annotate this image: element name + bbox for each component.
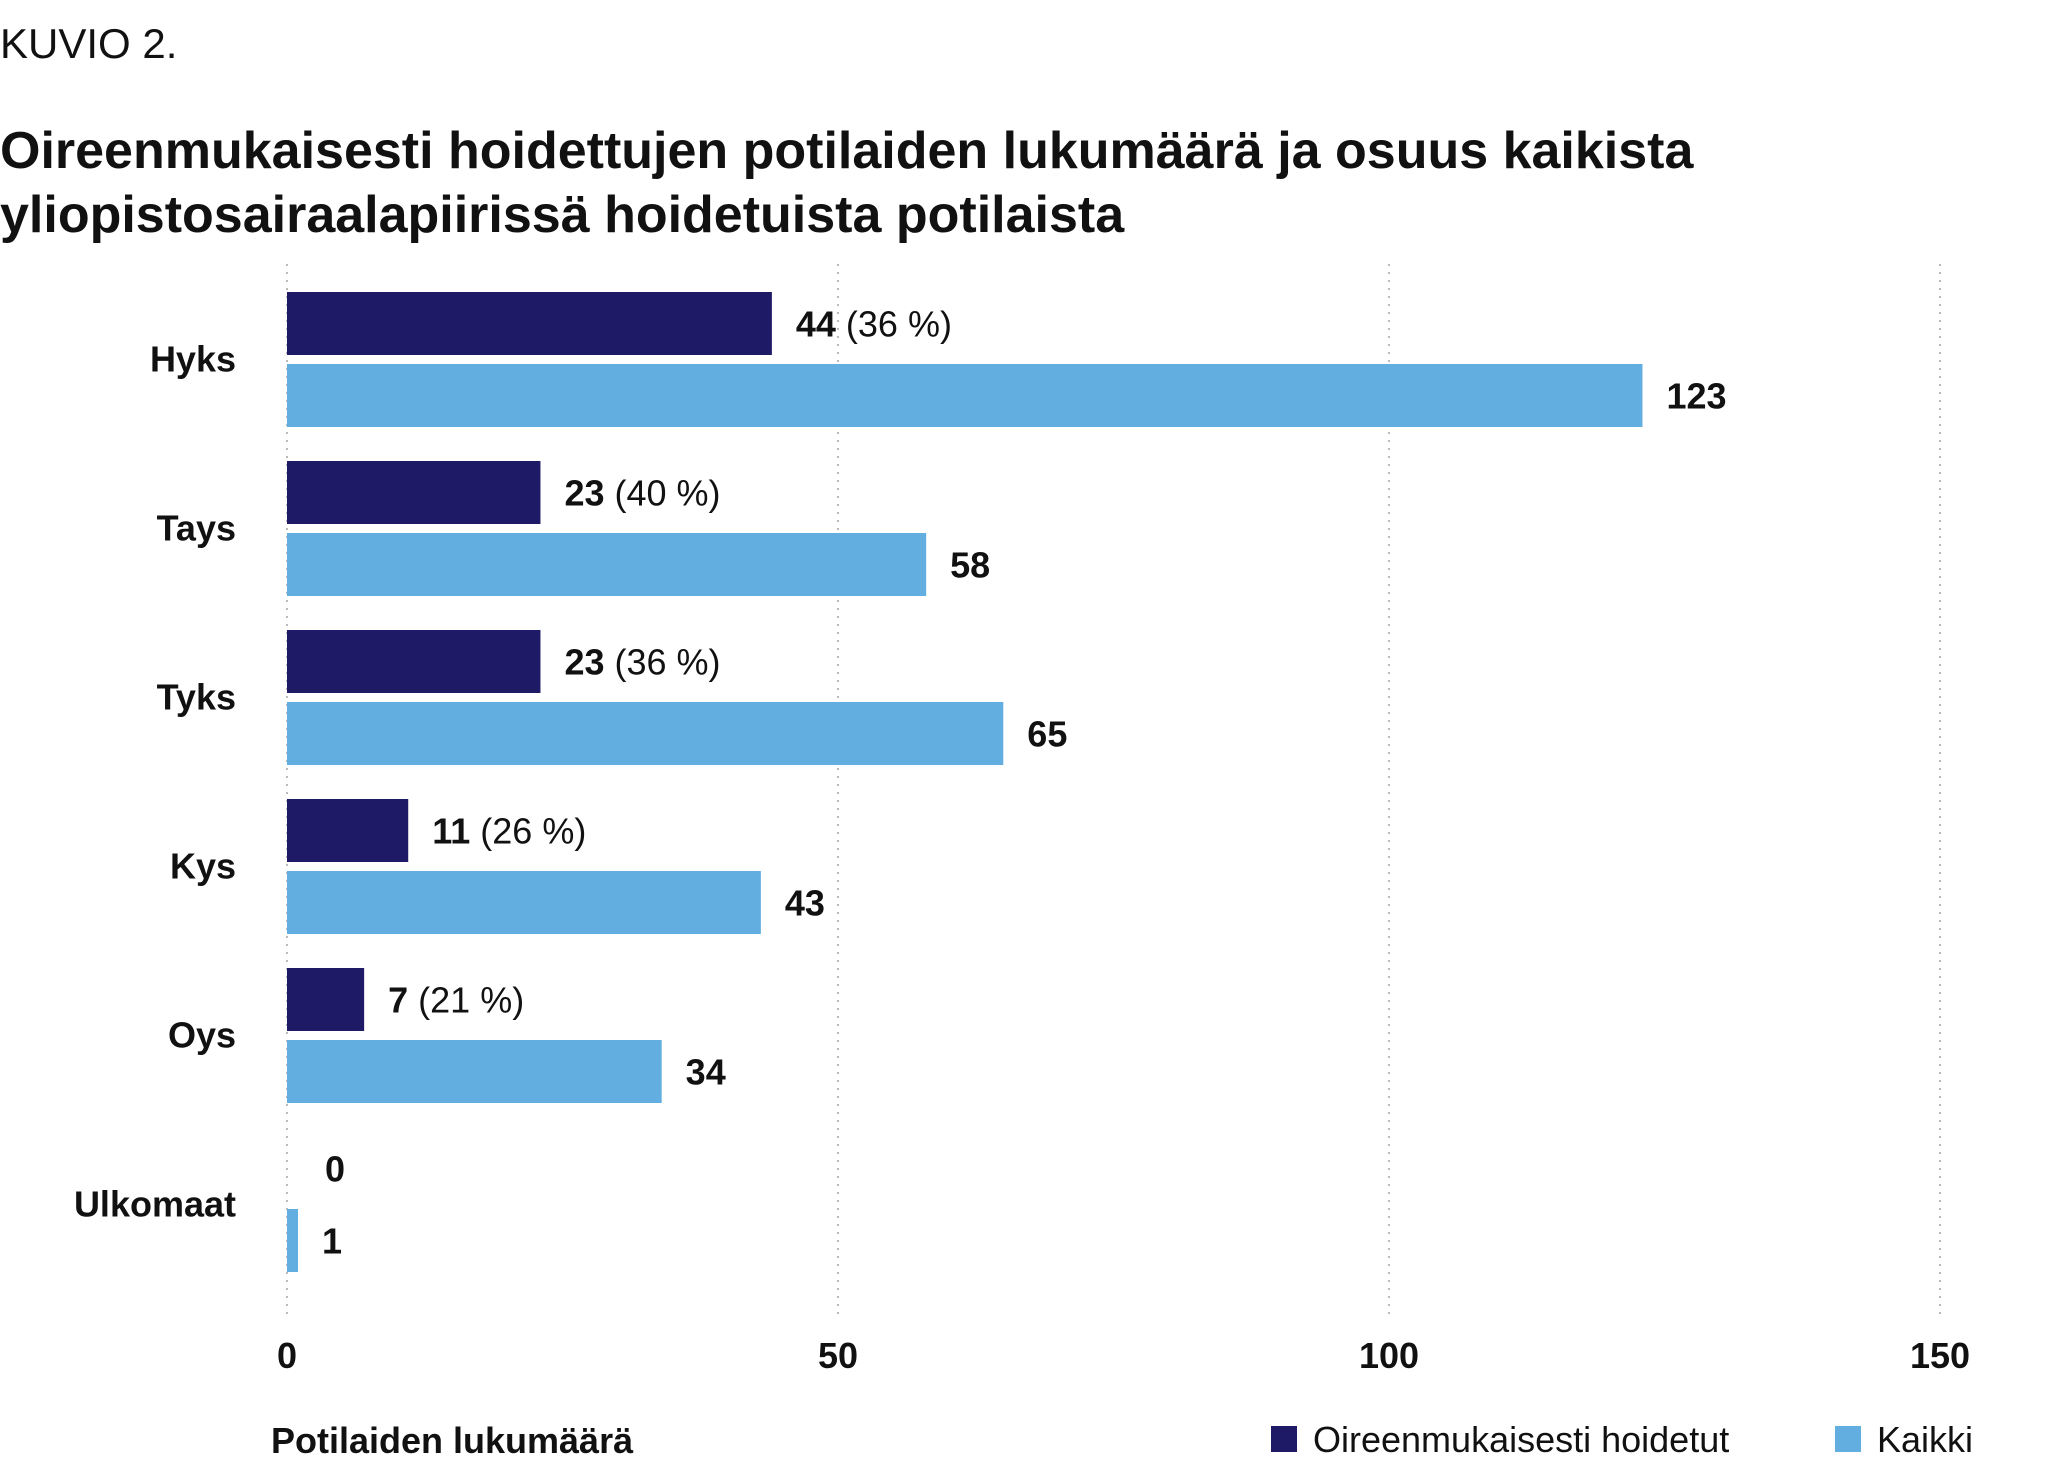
x-tick-label: 100 — [1359, 1335, 1419, 1376]
legend: Oireenmukaisesti hoidetut Kaikki — [1271, 1419, 1973, 1458]
bar-tays-kaikki — [287, 533, 927, 596]
category-label: Kys — [170, 846, 236, 887]
bar-kys-kaikki — [287, 871, 761, 934]
data-label: 44 (36 %) — [796, 304, 952, 345]
data-label: 43 — [785, 883, 825, 924]
bar-tays-oireenmukaisesti — [287, 461, 541, 524]
chart-title-line-2: yliopistosairaalapiirissä hoidetuista po… — [0, 186, 1125, 244]
legend-swatch-kaikki — [1835, 1426, 1861, 1452]
bar-hyks-kaikki — [287, 364, 1643, 427]
bar-oys-oireenmukaisesti — [287, 968, 365, 1031]
category-label: Oys — [168, 1015, 236, 1056]
x-tick-label: 50 — [818, 1335, 858, 1376]
bar-ulkomaat-kaikki — [287, 1209, 299, 1272]
data-label: 34 — [686, 1052, 726, 1093]
data-label: 23 (40 %) — [564, 473, 720, 514]
bar-tyks-kaikki — [287, 702, 1004, 765]
x-tick-label: 150 — [1910, 1335, 1970, 1376]
data-label: 0 — [325, 1149, 345, 1190]
data-label: 11 (26 %) — [432, 811, 586, 852]
data-label: 1 — [322, 1221, 342, 1262]
category-label: Ulkomaat — [74, 1184, 236, 1225]
data-label: 7 (21 %) — [388, 980, 524, 1021]
bar-kys-oireenmukaisesti — [287, 799, 409, 862]
x-axis-title: Potilaiden lukumäärä — [271, 1420, 634, 1458]
x-tick-label: 0 — [277, 1335, 297, 1376]
category-label: Tyks — [157, 677, 236, 718]
figure-label: KUVIO 2. — [0, 20, 177, 67]
bar-tyks-oireenmukaisesti — [287, 630, 541, 693]
bar-oys-kaikki — [287, 1040, 662, 1103]
category-label: Tays — [157, 508, 236, 549]
legend-label-oireenmukaisesti: Oireenmukaisesti hoidetut — [1313, 1419, 1729, 1458]
bar-hyks-oireenmukaisesti — [287, 292, 772, 355]
legend-swatch-oireenmukaisesti — [1271, 1426, 1297, 1452]
data-label: 58 — [950, 545, 990, 586]
chart-title-line-1: Oireenmukaisesti hoidettujen potilaiden … — [0, 122, 1694, 180]
legend-label-kaikki: Kaikki — [1877, 1419, 1973, 1458]
data-label: 123 — [1666, 376, 1726, 417]
data-label: 23 (36 %) — [564, 642, 720, 683]
data-label: 65 — [1027, 714, 1067, 755]
category-label: Hyks — [150, 339, 236, 380]
